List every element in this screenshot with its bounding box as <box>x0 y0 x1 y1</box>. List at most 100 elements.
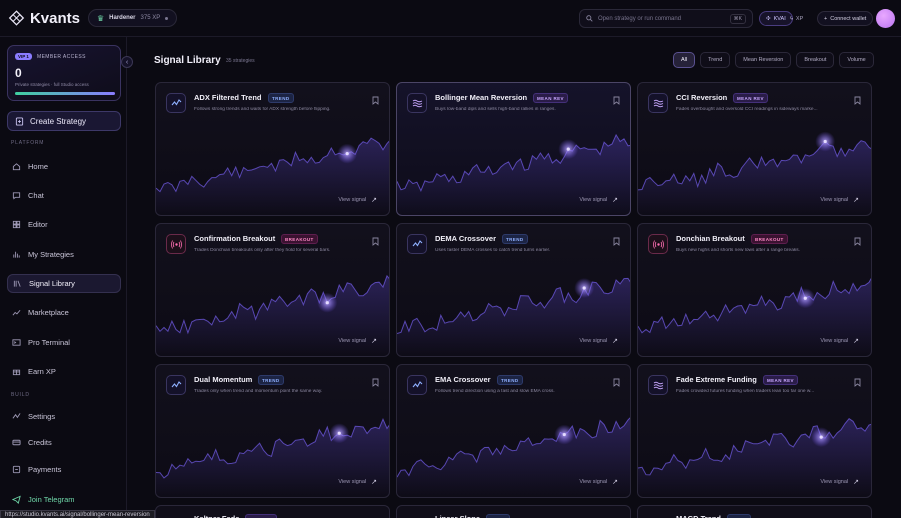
bookmark-icon[interactable] <box>613 92 620 105</box>
collapse-sidebar-button[interactable]: ‹ <box>121 56 133 68</box>
sidebar-item-label: Payments <box>28 465 62 474</box>
view-signal-link[interactable]: View signal ↗ <box>338 478 377 486</box>
signal-title: Dual Momentum <box>194 375 253 384</box>
signal-title: Keltner Fade <box>194 514 239 518</box>
logo[interactable]: Kvants <box>8 8 80 28</box>
view-signal-link[interactable]: View signal ↗ <box>579 337 618 345</box>
create-strategy-button[interactable]: Create Strategy <box>7 111 121 131</box>
avatar[interactable] <box>876 9 895 28</box>
rank-badge[interactable]: ♛ Hardener 375 XP <box>88 9 178 27</box>
marketplace-icon <box>12 308 21 317</box>
arrow-up-right-icon: ↗ <box>371 197 377 204</box>
member-access-card[interactable]: VIP 1 MEMBER ACCESS 0 Private strategies… <box>7 45 121 101</box>
sidebar: VIP 1 MEMBER ACCESS 0 Private strategies… <box>0 37 127 518</box>
create-strategy-label: Create Strategy <box>30 116 87 126</box>
filter-breakout[interactable]: Breakout <box>796 52 835 68</box>
signal-card[interactable]: Donchian Breakout BREAKOUT Buys new highs … <box>637 223 872 357</box>
signal-title: DEMA Crossover <box>435 234 496 243</box>
sidebar-item-chat[interactable]: Chat <box>7 186 121 205</box>
search-shortcut: ⌘K <box>729 13 746 24</box>
bookmark-icon[interactable] <box>613 233 620 246</box>
member-description: Private strategies · full Studio access <box>15 82 89 87</box>
sparkline-point <box>803 296 807 300</box>
signal-card[interactable]: DEMA Crossover TREND Uses faster DEMA cros… <box>396 223 631 357</box>
signal-description: Trades only when trend and momentum poin… <box>194 389 323 394</box>
filter-all[interactable]: All <box>673 52 696 68</box>
filter-trend[interactable]: Trend <box>700 52 731 68</box>
signal-card[interactable]: Linear Slope TREND <box>396 505 631 518</box>
signal-card[interactable]: Dual Momentum TREND Trades only when trend… <box>155 364 390 498</box>
connect-wallet-button[interactable]: + Connect wallet <box>817 11 874 26</box>
bookmark-icon[interactable] <box>854 233 861 246</box>
sparkline-area <box>397 278 630 356</box>
broadcast-icon <box>166 234 186 254</box>
sparkline-area <box>638 418 871 497</box>
view-signal-link[interactable]: View signal ↗ <box>579 478 618 486</box>
signal-card[interactable]: Fade Extreme Funding MEAN REV Fades crowde… <box>637 364 872 498</box>
signal-tag: TREND <box>502 234 528 244</box>
sidebar-item-settings[interactable]: Settings <box>7 407 121 426</box>
sparkline-area <box>638 278 871 356</box>
bookmark-icon[interactable] <box>854 374 861 387</box>
sparkline-point <box>823 139 827 144</box>
sidebar-item-my-strategies[interactable]: My Strategies <box>7 245 121 264</box>
trend-line-icon <box>407 234 427 254</box>
arrow-up-right-icon: ↗ <box>371 338 377 345</box>
sidebar-item-payments[interactable]: Payments <box>7 460 121 479</box>
sidebar-item-signal-library[interactable]: Signal Library <box>7 274 121 293</box>
view-signal-link[interactable]: View signal ↗ <box>820 478 859 486</box>
signal-card[interactable]: Confirmation Breakout BREAKOUT Trades Donc… <box>155 223 390 357</box>
signal-description: Uses faster DEMA crosses to catch trend … <box>435 248 551 253</box>
signal-card[interactable]: Keltner Fade MEAN REV <box>155 505 390 518</box>
app-name: Kvants <box>29 9 80 27</box>
bookmark-icon[interactable] <box>613 374 620 387</box>
signal-card[interactable]: CCI Reversion MEAN REV Fades overbought an… <box>637 82 872 216</box>
view-signal-link[interactable]: View signal ↗ <box>820 196 859 204</box>
view-signal-link[interactable]: View signal ↗ <box>338 337 377 345</box>
command-search[interactable]: Open strategy or run command ⌘K <box>579 9 753 28</box>
signal-card[interactable]: MACD Trend TREND <box>637 505 872 518</box>
search-input[interactable]: Open strategy or run command <box>598 15 682 22</box>
sidebar-item-editor[interactable]: Editor <box>7 215 121 234</box>
signal-tag: BREAKOUT <box>751 234 788 244</box>
view-signal-link[interactable]: View signal ↗ <box>338 196 377 204</box>
arrow-up-right-icon: ↗ <box>371 479 377 486</box>
sparkline-point <box>566 147 570 151</box>
signal-card[interactable]: ADX Filtered Trend TREND Follows strong tr… <box>155 82 390 216</box>
vip-badge: VIP 1 <box>15 53 32 60</box>
bookmark-icon[interactable] <box>854 92 861 105</box>
signal-title: ADX Filtered Trend <box>194 93 262 102</box>
broadcast-icon <box>648 234 668 254</box>
bookmark-icon[interactable] <box>372 92 379 105</box>
signal-tag: TREND <box>268 93 294 103</box>
signal-sparkline <box>156 418 389 497</box>
filter-volume[interactable]: Volume <box>839 52 874 68</box>
sidebar-item-earn-xp[interactable]: Earn XP <box>7 362 121 381</box>
kvai-button[interactable]: ✣ KVAI <box>759 11 793 26</box>
member-progress-bar <box>15 92 115 95</box>
view-signal-label: View signal <box>338 338 367 344</box>
filter-mean-reversion[interactable]: Mean Reversion <box>735 52 792 68</box>
signal-card[interactable]: Bollinger Mean Reversion MEAN REV Buys low… <box>396 82 631 216</box>
telegram-icon <box>12 495 21 504</box>
view-signal-link[interactable]: View signal ↗ <box>579 196 618 204</box>
sparkline-line <box>397 417 630 478</box>
join-telegram-link[interactable]: Join Telegram <box>7 495 80 504</box>
view-signal-link[interactable]: View signal ↗ <box>820 337 859 345</box>
sidebar-item-home[interactable]: Home <box>7 157 121 176</box>
arrow-up-right-icon: ↗ <box>612 479 618 486</box>
sidebar-item-marketplace[interactable]: Marketplace <box>7 303 121 322</box>
top-bar: Kvants ♛ Hardener 375 XP <box>0 0 901 37</box>
sidebar-item-credits[interactable]: Credits <box>7 433 121 452</box>
sparkline-line <box>397 133 630 192</box>
sidebar-item-pro-terminal[interactable]: Pro Terminal <box>7 333 121 352</box>
bookmark-icon[interactable] <box>372 374 379 387</box>
signal-tag: TREND <box>727 514 751 518</box>
xp-label: XP <box>795 15 804 22</box>
signal-card[interactable]: EMA Crossover TREND Follows trend directio… <box>396 364 631 498</box>
bookmark-icon[interactable] <box>372 233 379 246</box>
signal-tag: MEAN REV <box>763 375 798 385</box>
sparkline-line <box>638 418 871 476</box>
view-signal-label: View signal <box>338 197 367 203</box>
xp-button[interactable]: ϟ XP <box>790 11 803 26</box>
